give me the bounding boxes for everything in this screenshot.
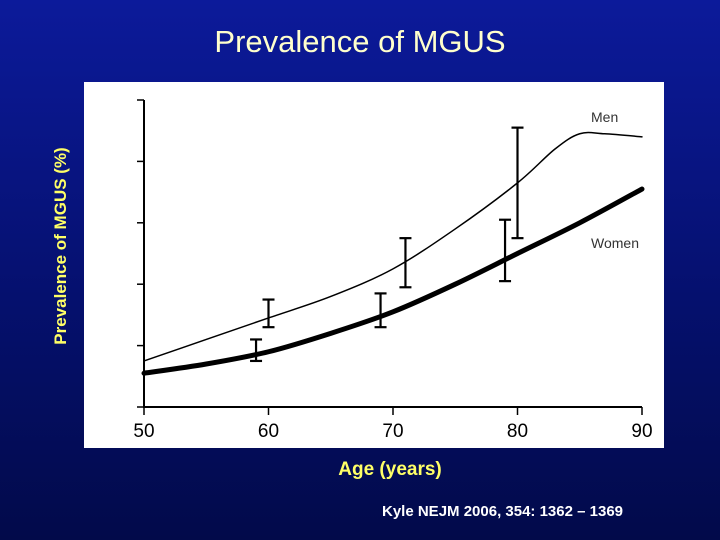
y-tick-label: 0 [113, 398, 124, 419]
y-tick-label: 6 [113, 214, 124, 235]
y-axis-title: Prevalence of MGUS (%) [51, 147, 70, 345]
y-tick-label: 10 [103, 91, 124, 112]
y-tick-label: 8 [113, 152, 124, 173]
y-tick-label: 4 [113, 275, 124, 296]
x-tick-label: 80 [507, 421, 528, 442]
x-tick-label: 70 [382, 421, 403, 442]
x-tick-label: 60 [258, 421, 279, 442]
slide-title: Prevalence of MGUS [214, 24, 506, 59]
series-label-women: Women [591, 235, 639, 251]
citation: Kyle NEJM 2006, 354: 1362 – 1369 [382, 503, 624, 520]
chart-panel: 0 2 4 6 8 10 50 60 70 80 90 Men Women [84, 82, 664, 448]
x-axis-title: Age (years) [338, 459, 442, 480]
series-label-men: Men [591, 109, 618, 125]
series-line-men [143, 131, 643, 362]
series-line-women [141, 186, 645, 376]
x-tick-label: 50 [133, 421, 154, 442]
chart-svg: 0 2 4 6 8 10 50 60 70 80 90 Men Women [103, 91, 653, 442]
y-tick-label: 2 [113, 337, 124, 358]
x-tick-label: 90 [631, 421, 652, 442]
